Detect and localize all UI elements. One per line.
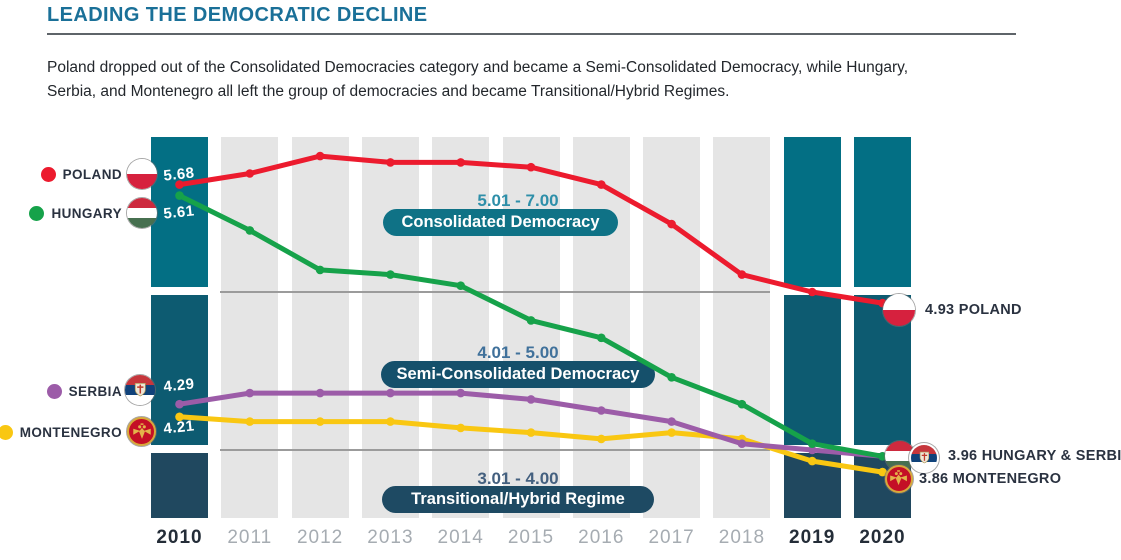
legend-item-montenegro: MONTENEGRO [0, 424, 122, 440]
gridline-5.00 [220, 291, 770, 293]
year-label-2018: 2018 [718, 527, 766, 548]
montenegro-end-label: 3.86 MONTENEGRO [919, 471, 1062, 487]
year-label-2014: 2014 [437, 527, 484, 548]
poland-end-label: 4.93 POLAND [925, 302, 1022, 318]
year-label-2010: 2010 [156, 527, 203, 548]
year-label-2015: 2015 [507, 527, 555, 548]
column-2010-band3 [151, 453, 208, 518]
poland-flag-end-icon [883, 294, 915, 326]
montenegro-color-dot-icon [0, 424, 13, 440]
legend-item-poland: POLAND [40, 166, 122, 182]
legend-label-montenegro: MONTENEGRO [19, 424, 122, 440]
hungary-color-dot-icon [29, 205, 45, 221]
legend-label-hungary: HUNGARY [51, 205, 122, 221]
chart-description: Poland dropped out of the Consolidated D… [47, 59, 909, 100]
legend-label-poland: POLAND [62, 166, 122, 182]
montenegro-eagle-end-icon [890, 470, 908, 486]
year-label-2019: 2019 [789, 527, 836, 548]
column-2019-band3 [783, 453, 841, 518]
column-2020-band1 [854, 137, 911, 287]
column-2011 [221, 137, 279, 518]
serbia-flag-icon [125, 375, 155, 405]
serbia-crest-end-icon [919, 451, 929, 464]
year-label-2011: 2011 [227, 527, 273, 548]
montenegro-eagle-icon [132, 422, 151, 439]
poland-flag-icon [127, 159, 157, 189]
column-2012 [291, 137, 349, 518]
serbia-crest-icon [134, 383, 146, 397]
band-range-semi-consolidated: 4.01 - 5.00 [477, 343, 559, 362]
serbia-color-dot-icon [46, 383, 62, 399]
title-underline [47, 33, 1016, 35]
year-label-2017: 2017 [648, 527, 695, 548]
column-2019-band1 [783, 137, 841, 287]
montenegro-flag-end-icon [885, 465, 913, 493]
band-pill-consolidated: Consolidated Democracy [383, 209, 618, 236]
year-label-2016: 2016 [578, 527, 625, 548]
legend-label-serbia: SERBIA [68, 383, 122, 399]
year-label-2020: 2020 [859, 527, 906, 548]
page-title: LEADING THE DEMOCRATIC DECLINE [47, 4, 428, 26]
serbia-flag-end-icon [911, 445, 937, 471]
poland-color-dot-icon [40, 166, 56, 182]
column-2019-band2 [783, 295, 841, 445]
year-label-2012: 2012 [296, 527, 344, 548]
hungary-flag-icon [127, 198, 157, 228]
legend-item-serbia: SERBIA [46, 383, 122, 399]
band-range-consolidated: 5.01 - 7.00 [477, 191, 559, 210]
column-2018 [713, 137, 771, 518]
gridline-4.00 [220, 449, 770, 451]
legend-item-hungary: HUNGARY [29, 205, 122, 221]
year-label-2013: 2013 [367, 527, 414, 548]
hungary-serbia-end-label: 3.96 HUNGARY & SERBIA [948, 448, 1121, 464]
band-pill-semi-consolidated: Semi-Consolidated Democracy [381, 361, 655, 388]
montenegro-flag-icon [127, 417, 156, 446]
band-pill-transitional: Transitional/Hybrid Regime [382, 486, 654, 513]
